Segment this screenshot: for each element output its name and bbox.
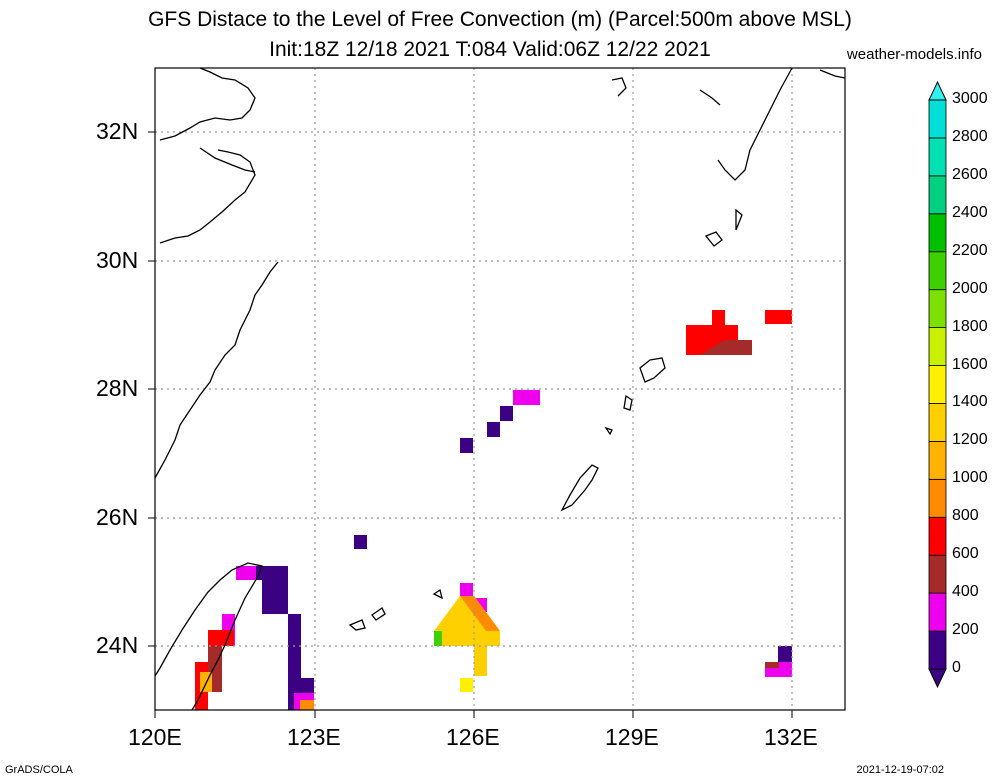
colorbar-segment [928, 403, 947, 442]
colorbar-label: 1200 [952, 431, 988, 449]
lat-label: 32N [96, 118, 139, 144]
cell [460, 438, 473, 453]
colorbar-segment [928, 327, 947, 366]
site-label: weather-models.info [846, 46, 982, 63]
colorbar-segment [928, 516, 947, 556]
cell [765, 310, 792, 324]
cell [700, 340, 752, 355]
colorbar-label: 1000 [952, 469, 988, 487]
small-islands [604, 394, 633, 436]
river-mouth [199, 147, 256, 173]
colorbar-segment [928, 478, 947, 518]
footer-credit: GrADS/COLA [5, 764, 73, 776]
chart-title: GFS Distace to the Level of Free Convect… [148, 8, 852, 31]
taiwan-coast [154, 562, 263, 711]
colorbar-segment [928, 289, 947, 328]
cell [460, 583, 473, 597]
china-coast [154, 261, 279, 479]
cell [208, 630, 234, 646]
colorbar-segment [928, 365, 947, 404]
colorbar-label: 800 [952, 507, 979, 525]
gridlines [155, 68, 845, 710]
colorbar-label: 2400 [952, 203, 988, 221]
colorbar-label: 200 [952, 621, 979, 639]
cell [460, 596, 500, 631]
colorbar-label: 600 [952, 545, 979, 563]
data-cells [195, 310, 792, 710]
lon-label: 120E [128, 724, 182, 750]
cell [236, 566, 256, 580]
cell [765, 662, 779, 668]
osumi-islands [704, 208, 743, 247]
lat-label: 26N [96, 504, 139, 530]
colorbar [928, 80, 947, 689]
colorbar-over-triangle [928, 80, 947, 101]
lat-label: 24N [96, 632, 139, 658]
okinawa-island [560, 464, 599, 512]
cell [434, 596, 500, 646]
colorbar-label: 2200 [952, 241, 988, 259]
colorbar-under-triangle [928, 668, 947, 689]
lon-label: 129E [605, 724, 659, 750]
cell [712, 310, 725, 325]
colorbar-label: 1800 [952, 317, 988, 335]
lon-label: 126E [446, 724, 500, 750]
colorbar-label: 2000 [952, 279, 988, 297]
cell [262, 580, 288, 614]
colorbar-segment [928, 137, 947, 177]
colorbar-label: 2800 [952, 127, 988, 145]
amami-island [639, 357, 666, 383]
colorbar-label: 1400 [952, 393, 988, 411]
colorbar-label: 2600 [952, 165, 988, 183]
sakishima-islands [348, 588, 443, 631]
colorbar-segment [928, 630, 947, 670]
colorbar-segment [928, 440, 947, 480]
coastlines [154, 67, 846, 711]
cell [460, 678, 473, 692]
colorbar-label: 3000 [952, 90, 988, 107]
cell [778, 646, 792, 662]
tick-marks [148, 131, 793, 718]
lon-label: 123E [287, 724, 341, 750]
footer-timestamp: 2021-12-19-07:02 [856, 764, 944, 776]
colorbar-label: 1600 [952, 355, 988, 373]
colorbar-segment [928, 213, 947, 253]
colorbar-segment [928, 175, 947, 215]
chart-subtitle: Init:18Z 12/18 2021 T:084 Valid:06Z 12/2… [269, 38, 711, 61]
cell [300, 700, 314, 710]
colorbar-segment [928, 251, 947, 291]
shikoku-coast [819, 69, 846, 79]
cell [474, 646, 487, 676]
cell [513, 390, 540, 405]
colorbar-segment [928, 554, 947, 594]
colorbar-segment [928, 99, 947, 139]
colorbar-label: 0 [952, 659, 961, 676]
lat-label: 30N [96, 247, 139, 273]
yangtze-coast [159, 67, 256, 244]
lon-label: 132E [764, 724, 818, 750]
cell [434, 631, 442, 646]
colorbar-label: 400 [952, 583, 979, 601]
colorbar-segment [928, 592, 947, 632]
lat-label: 28N [96, 375, 139, 401]
japan-coast [611, 67, 793, 181]
cell [500, 406, 513, 421]
cell [354, 535, 367, 549]
cell [487, 422, 500, 437]
